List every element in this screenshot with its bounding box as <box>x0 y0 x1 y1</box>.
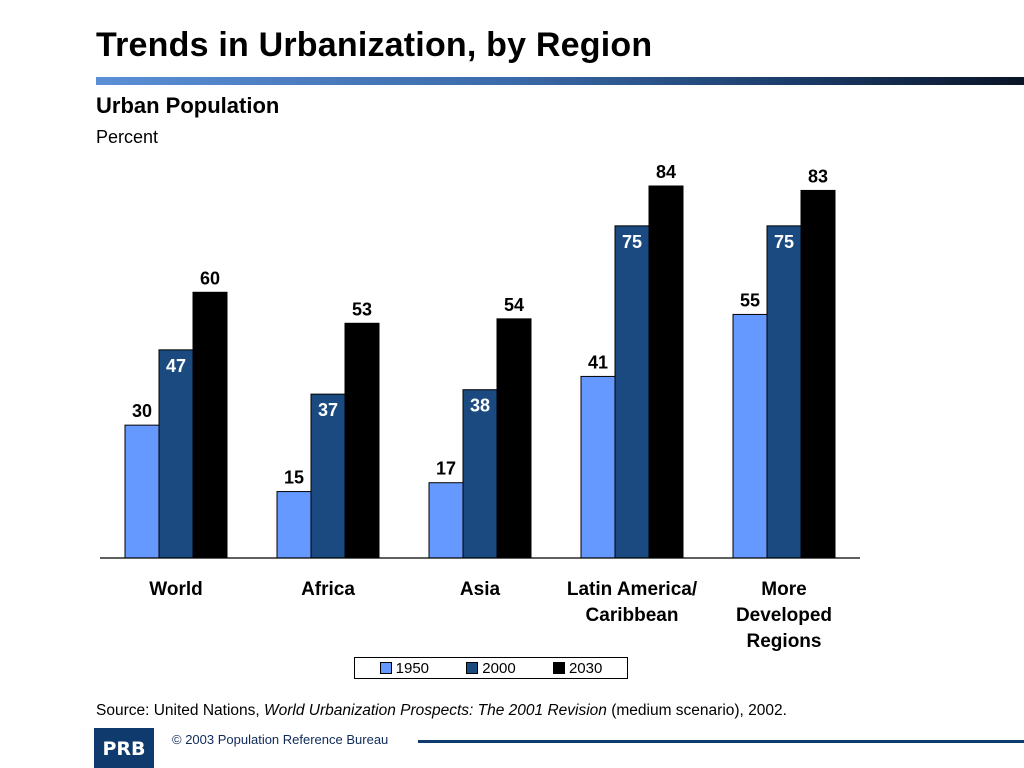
bar-2030-0 <box>192 291 228 559</box>
bar-2030-3 <box>648 185 684 559</box>
bar-1950-4 <box>732 313 768 559</box>
source-prefix: Source: United Nations, <box>96 702 265 719</box>
bar-value-label-2000-1: 37 <box>318 400 338 420</box>
legend-label-1950: 1950 <box>395 659 430 677</box>
legend-swatch-2030 <box>552 662 565 674</box>
bar-value-label-1950-2: 17 <box>436 459 456 479</box>
page-title: Trends in Urbanization, by Region <box>96 26 653 64</box>
bar-value-label-2000-2: 38 <box>470 396 490 416</box>
bar-1950-1 <box>276 491 312 559</box>
chart-title: Urban Population <box>96 93 280 118</box>
bar-value-label-1950-3: 41 <box>588 352 608 372</box>
bar-2000-1 <box>310 393 346 559</box>
category-label-0: World <box>149 579 202 600</box>
title-divider <box>96 77 1024 85</box>
category-label-4: More Developed Regions <box>736 579 832 652</box>
bar-value-label-1950-4: 55 <box>740 290 760 310</box>
legend-swatch-1950 <box>379 662 392 674</box>
bar-1950-2 <box>428 482 464 559</box>
chart-legend: 1950 2000 2030 <box>354 657 628 679</box>
bar-value-label-1950-1: 15 <box>284 468 304 488</box>
bar-2000-3 <box>614 225 650 559</box>
bar-value-label-2030-1: 53 <box>352 299 372 319</box>
bar-value-label-1950-0: 30 <box>132 401 152 421</box>
bar-2030-2 <box>496 318 532 559</box>
legend-label-2000: 2000 <box>482 659 516 677</box>
bar-2030-4 <box>800 189 836 559</box>
legend-item-2030: 2030 <box>552 659 603 677</box>
prb-logo-icon: PRB <box>100 735 148 761</box>
bar-value-label-2000-0: 47 <box>166 356 186 376</box>
legend-label-2030: 2030 <box>568 659 603 677</box>
bar-value-label-2030-0: 60 <box>200 268 220 288</box>
category-label-2: Asia <box>460 579 501 600</box>
bar-1950-3 <box>580 375 616 559</box>
prb-logo: PRB <box>94 728 154 768</box>
bar-2000-0 <box>158 349 194 559</box>
footer-divider <box>418 740 1024 743</box>
legend-item-2000: 2000 <box>466 659 516 677</box>
bar-value-label-2000-3: 75 <box>622 232 642 252</box>
bar-value-label-2030-3: 84 <box>656 162 676 182</box>
prb-logo-text: PRB <box>102 738 145 760</box>
y-axis-unit: Percent <box>96 127 159 147</box>
bar-2030-1 <box>344 322 380 559</box>
bar-value-label-2030-4: 83 <box>808 166 828 186</box>
category-label-1: Africa <box>301 579 355 600</box>
source-suffix: (medium scenario), 2002. <box>606 702 787 719</box>
category-label-3: Latin America/Caribbean <box>567 579 698 626</box>
legend-item-1950: 1950 <box>379 659 430 677</box>
source-publication: World Urbanization Prospects: The 2001 R… <box>264 702 607 719</box>
legend-swatch-2000 <box>466 662 479 674</box>
bar-value-label-2030-2: 54 <box>504 295 524 315</box>
source-note: Source: United Nations, World Urbanizati… <box>96 702 787 720</box>
bar-1950-0 <box>124 424 160 559</box>
bar-2000-4 <box>766 225 802 559</box>
bar-value-label-2000-4: 75 <box>774 232 794 252</box>
copyright-notice: © 2003 Population Reference Bureau <box>172 732 389 747</box>
